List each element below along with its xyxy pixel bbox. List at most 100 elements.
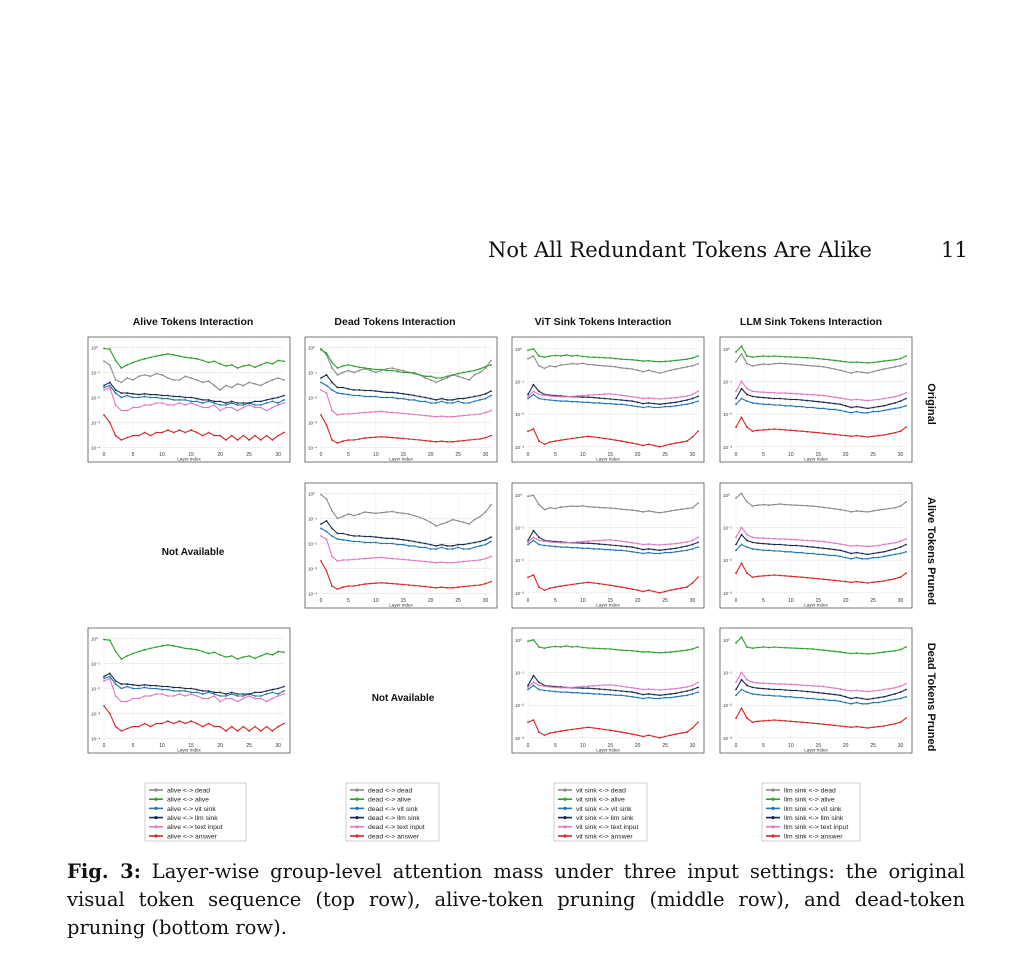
- data-point: [446, 415, 449, 418]
- data-point: [103, 705, 105, 707]
- data-point: [213, 434, 216, 437]
- data-point: [757, 720, 759, 723]
- data-point: [402, 583, 405, 586]
- data-point: [527, 430, 529, 433]
- data-point: [658, 398, 661, 400]
- data-point: [560, 585, 562, 588]
- data-point: [762, 391, 765, 394]
- data-point: [735, 536, 737, 539]
- data-point: [424, 396, 427, 399]
- data-point: [735, 403, 737, 406]
- data-point: [855, 434, 858, 437]
- series-line: [103, 348, 285, 369]
- data-point: [565, 541, 568, 544]
- data-point: [236, 700, 239, 703]
- data-point: [735, 572, 737, 575]
- data-point: [435, 525, 438, 527]
- data-point: [658, 591, 661, 594]
- data-point: [429, 402, 432, 404]
- legend-box: [345, 782, 440, 842]
- data-point: [108, 421, 111, 424]
- data-point: [213, 651, 216, 654]
- data-point: [773, 404, 776, 406]
- data-point: [855, 652, 858, 655]
- data-point: [201, 402, 204, 404]
- data-point: [155, 684, 158, 687]
- data-point: [201, 406, 204, 409]
- data-point: [669, 651, 672, 653]
- data-point: [532, 638, 535, 641]
- data-point: [866, 361, 869, 364]
- data-point: [473, 541, 476, 544]
- legend-label: llm sink <-> alive: [784, 797, 835, 804]
- data-point: [462, 543, 465, 546]
- data-point: [473, 438, 476, 441]
- data-point: [778, 355, 781, 358]
- data-point: [407, 438, 410, 440]
- data-point: [259, 364, 262, 366]
- data-point: [647, 369, 650, 372]
- legend-marker: [771, 834, 775, 838]
- data-point: [369, 369, 372, 372]
- plot-frame: [719, 627, 913, 754]
- data-point: [549, 541, 551, 543]
- data-point: [120, 367, 123, 369]
- data-point: [380, 542, 383, 545]
- data-point: [484, 411, 487, 414]
- data-point: [691, 548, 694, 550]
- data-point: [446, 561, 449, 564]
- data-point: [778, 646, 781, 649]
- data-point: [446, 545, 449, 547]
- data-point: [894, 693, 896, 695]
- data-point: [899, 691, 902, 694]
- data-point: [817, 505, 820, 508]
- data-point: [658, 694, 661, 697]
- data-point: [675, 588, 677, 591]
- data-point: [576, 363, 579, 365]
- data-point: [429, 375, 432, 378]
- data-point: [155, 402, 158, 404]
- data-point: [822, 540, 825, 543]
- data-point: [570, 505, 573, 507]
- data-point: [592, 364, 595, 366]
- data-point: [149, 695, 152, 697]
- data-point: [549, 395, 551, 397]
- data-point: [888, 396, 891, 399]
- data-point: [784, 574, 787, 577]
- data-point: [236, 402, 239, 404]
- data-point: [347, 559, 350, 561]
- data-point: [126, 683, 129, 685]
- data-point: [184, 431, 187, 434]
- y-tick-label: 10⁻⁴: [308, 592, 317, 597]
- data-point: [642, 697, 645, 700]
- data-point: [609, 507, 612, 510]
- data-point: [363, 389, 366, 392]
- data-point: [320, 523, 322, 525]
- data-point: [490, 540, 492, 543]
- data-point: [407, 371, 410, 374]
- data-point: [680, 732, 683, 734]
- data-point: [658, 697, 661, 700]
- data-point: [402, 538, 405, 541]
- data-point: [554, 731, 557, 733]
- data-point: [331, 527, 333, 530]
- data-point: [248, 402, 251, 404]
- data-point: [757, 646, 759, 649]
- data-point: [254, 400, 256, 403]
- data-point: [331, 535, 333, 537]
- x-tick-label: 25: [246, 743, 252, 749]
- data-point: [768, 682, 770, 685]
- data-point: [184, 396, 187, 399]
- x-tick-label: 30: [690, 743, 696, 749]
- data-point: [126, 409, 129, 412]
- data-point: [325, 424, 328, 426]
- x-axis-label: Layer Index: [389, 603, 413, 608]
- series-line: [735, 345, 907, 364]
- data-point: [675, 550, 677, 553]
- data-point: [806, 504, 809, 507]
- data-point: [225, 656, 227, 658]
- data-point: [166, 397, 169, 400]
- data-point: [484, 557, 487, 560]
- data-point: [598, 684, 601, 687]
- y-tick-label: 10⁻⁴: [91, 446, 100, 451]
